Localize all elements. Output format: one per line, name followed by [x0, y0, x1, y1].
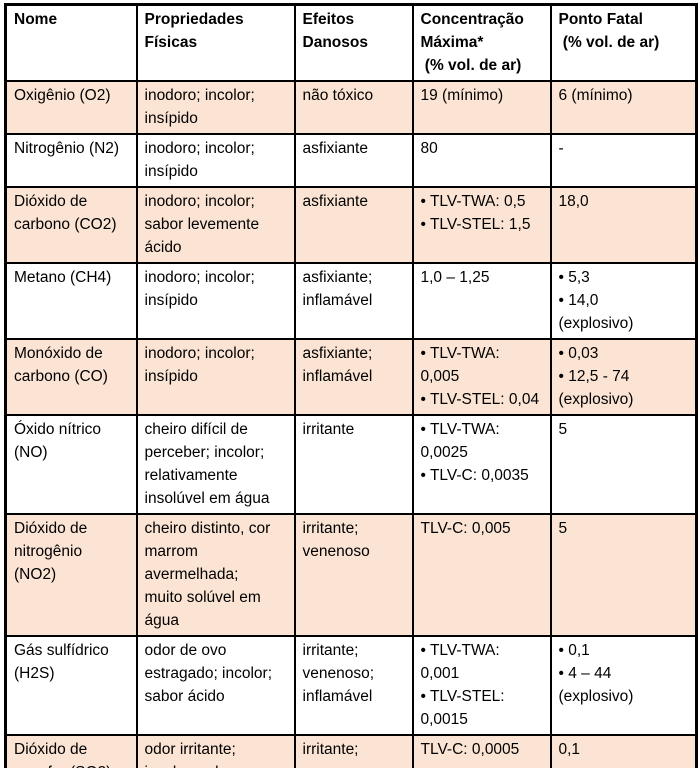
cell-concentracao-maxima: • TLV-TWA: 0,5 • TLV-STEL: 1,5	[411, 186, 552, 264]
table-row: Monóxido de carbono (CO) inodoro; incolo…	[4, 338, 698, 416]
cell-propriedades-fisicas: odor irritante; incolor; sabor ácido	[135, 734, 296, 768]
cell-ponto-fatal: • 0,1 • 4 – 44 (explosivo)	[549, 635, 698, 736]
header-row: Nome Propriedades Físicas Efeitos Danoso…	[4, 3, 698, 82]
column-header-concentracao-maxima: Concentração Máxima* (% vol. de ar)	[411, 3, 552, 82]
cell-nome: Dióxido de carbono (CO2)	[4, 186, 138, 264]
cell-nome: Monóxido de carbono (CO)	[4, 338, 138, 416]
table-row: Dióxido de enxofre (SO2) odor irritante;…	[4, 734, 698, 768]
cell-nome: Metano (CH4)	[4, 262, 138, 340]
cell-ponto-fatal: • 0,03 • 12,5 - 74 (explosivo)	[549, 338, 698, 416]
cell-propriedades-fisicas: inodoro; incolor; insípido	[135, 80, 296, 135]
table-row: Oxigênio (O2) inodoro; incolor; insípido…	[4, 80, 698, 135]
column-header-ponto-fatal: Ponto Fatal (% vol. de ar)	[549, 3, 698, 82]
table-row: Metano (CH4) inodoro; incolor; insípido …	[4, 262, 698, 340]
cell-efeitos-danosos: não tóxico	[293, 80, 414, 135]
cell-efeitos-danosos: irritante; venenoso	[293, 513, 414, 637]
cell-concentracao-maxima: 19 (mínimo)	[411, 80, 552, 135]
cell-propriedades-fisicas: cheiro difícil de perceber; incolor; rel…	[135, 414, 296, 515]
cell-ponto-fatal: 5	[549, 513, 698, 637]
column-header-propriedades-fisicas: Propriedades Físicas	[135, 3, 296, 82]
cell-concentracao-maxima: • TLV-TWA: 0,005 • TLV-STEL: 0,04	[411, 338, 552, 416]
table-row: Nitrogênio (N2) inodoro; incolor; insípi…	[4, 133, 698, 188]
cell-concentracao-maxima: 1,0 – 1,25	[411, 262, 552, 340]
cell-concentracao-maxima: TLV-C: 0,0005	[411, 734, 552, 768]
table-body: Oxigênio (O2) inodoro; incolor; insípido…	[4, 80, 698, 768]
cell-concentracao-maxima: TLV-C: 0,005	[411, 513, 552, 637]
cell-ponto-fatal: 0,1	[549, 734, 698, 768]
cell-concentracao-maxima: • TLV-TWA: 0,001 • TLV-STEL: 0,0015	[411, 635, 552, 736]
cell-efeitos-danosos: irritante; venenoso; inflamável	[293, 635, 414, 736]
cell-nome: Dióxido de enxofre (SO2)	[4, 734, 138, 768]
cell-ponto-fatal: 6 (mínimo)	[549, 80, 698, 135]
cell-propriedades-fisicas: inodoro; incolor; insípido	[135, 338, 296, 416]
cell-efeitos-danosos: asfixiante	[293, 133, 414, 188]
cell-concentracao-maxima: • TLV-TWA: 0,0025 • TLV-C: 0,0035	[411, 414, 552, 515]
cell-efeitos-danosos: asfixiante; inflamável	[293, 262, 414, 340]
cell-ponto-fatal: 5	[549, 414, 698, 515]
cell-efeitos-danosos: irritante	[293, 414, 414, 515]
cell-nome: Oxigênio (O2)	[4, 80, 138, 135]
cell-nome: Nitrogênio (N2)	[4, 133, 138, 188]
gas-properties-table: Nome Propriedades Físicas Efeitos Danoso…	[4, 3, 698, 768]
cell-ponto-fatal: 18,0	[549, 186, 698, 264]
cell-propriedades-fisicas: inodoro; incolor; sabor levemente ácido	[135, 186, 296, 264]
cell-propriedades-fisicas: inodoro; incolor; insípido	[135, 262, 296, 340]
cell-efeitos-danosos: asfixiante; inflamável	[293, 338, 414, 416]
cell-ponto-fatal: -	[549, 133, 698, 188]
cell-propriedades-fisicas: cheiro distinto, cor marrom avermelhada;…	[135, 513, 296, 637]
table-row: Gás sulfídrico (H2S) odor de ovo estraga…	[4, 635, 698, 736]
column-header-nome: Nome	[4, 3, 138, 82]
cell-nome: Dióxido de nitrogênio (NO2)	[4, 513, 138, 637]
cell-concentracao-maxima: 80	[411, 133, 552, 188]
table-row: Dióxido de carbono (CO2) inodoro; incolo…	[4, 186, 698, 264]
table-row: Dióxido de nitrogênio (NO2) cheiro disti…	[4, 513, 698, 637]
cell-propriedades-fisicas: odor de ovo estragado; incolor; sabor ác…	[135, 635, 296, 736]
cell-propriedades-fisicas: inodoro; incolor; insípido	[135, 133, 296, 188]
cell-nome: Óxido nítrico (NO)	[4, 414, 138, 515]
cell-nome: Gás sulfídrico (H2S)	[4, 635, 138, 736]
cell-ponto-fatal: • 5,3 • 14,0 (explosivo)	[549, 262, 698, 340]
cell-efeitos-danosos: irritante; venenoso	[293, 734, 414, 768]
table-row: Óxido nítrico (NO) cheiro difícil de per…	[4, 414, 698, 515]
cell-efeitos-danosos: asfixiante	[293, 186, 414, 264]
column-header-efeitos-danosos: Efeitos Danosos	[293, 3, 414, 82]
